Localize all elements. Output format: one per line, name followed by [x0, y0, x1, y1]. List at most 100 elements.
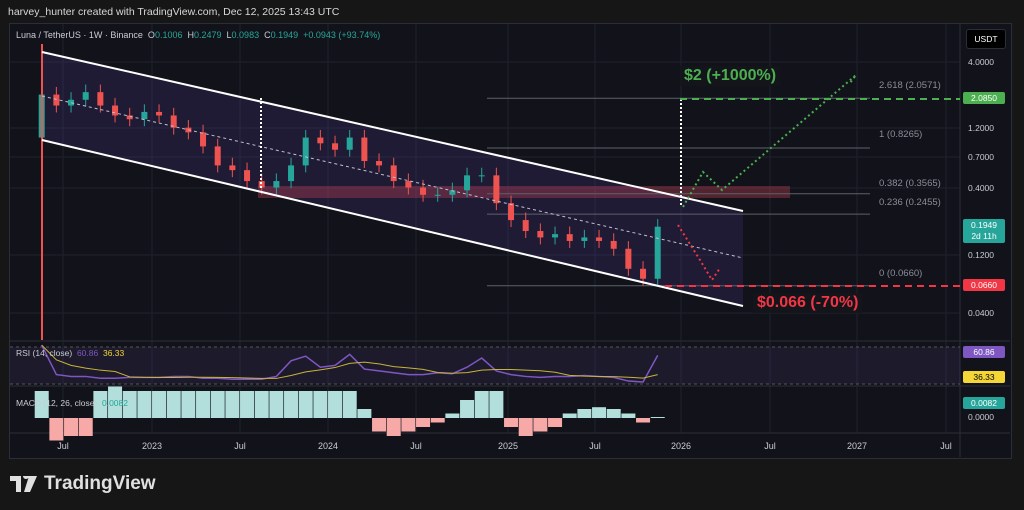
rsi-legend: RSI (14, close) 60.86 36.33	[16, 348, 124, 358]
y-tick: 4.0000	[968, 57, 994, 67]
macd-bar	[548, 418, 563, 427]
macd-bar	[430, 418, 445, 423]
macd-bar	[137, 391, 152, 418]
x-tick: 2027	[846, 441, 868, 451]
rsi-value: 60.86	[76, 348, 99, 358]
macd-bar	[34, 391, 49, 418]
macd-bar	[122, 391, 137, 418]
macd-bar	[181, 391, 196, 418]
macd-bar	[504, 418, 519, 427]
macd-bar	[64, 418, 79, 436]
candle-body	[537, 231, 544, 238]
candle-body	[288, 165, 295, 182]
low-value: 0.0983	[231, 30, 260, 40]
credit-line: harvey_hunter created with TradingView.c…	[8, 6, 340, 18]
candle-body	[434, 194, 441, 196]
macd-legend: MACD (12, 26, close) 0.0082	[16, 398, 128, 408]
channel-upper	[41, 51, 744, 212]
macd-bar	[49, 418, 64, 441]
macd-badge: 0.0082	[963, 397, 1005, 409]
macd-bar	[533, 418, 548, 432]
candle-body	[258, 181, 265, 188]
macd-bar	[108, 386, 123, 418]
macd-bar	[313, 391, 328, 418]
candle-body	[552, 234, 559, 238]
rsi-ma-badge: 36.33	[963, 371, 1005, 383]
candle-body	[302, 137, 309, 166]
fib-label: 0 (0.0660)	[879, 268, 923, 279]
fib-label: 0.382 (0.3565)	[879, 178, 941, 189]
candle-body	[200, 132, 207, 147]
candle-body	[97, 92, 104, 106]
candle-body	[156, 111, 163, 116]
macd-bar	[210, 391, 225, 418]
macd-bar	[636, 418, 651, 423]
macd-bar	[592, 407, 607, 418]
macd-bar	[460, 400, 475, 418]
candle-body	[126, 115, 133, 120]
macd-bar	[196, 391, 211, 418]
rsi-band	[10, 347, 960, 384]
candle-body	[317, 137, 324, 144]
target-price-badge: 2.0850	[963, 92, 1005, 104]
candle-body	[244, 170, 251, 182]
candle-body	[141, 111, 148, 120]
macd-bar	[152, 391, 167, 418]
candle-body	[420, 187, 427, 195]
macd-label[interactable]: MACD (12, 26, close)	[16, 398, 98, 408]
candle-body	[53, 94, 60, 106]
x-tick: Jul	[589, 441, 601, 451]
candle-body	[522, 220, 529, 232]
low-label: L	[226, 30, 232, 40]
macd-bar	[240, 391, 255, 418]
y-tick: 0.7000	[968, 152, 994, 162]
macd-bar	[621, 413, 636, 418]
rsi-badge: 60.86	[963, 346, 1005, 358]
channel-lower	[41, 139, 744, 307]
open-value: 0.1006	[154, 30, 183, 40]
x-tick: 2025	[497, 441, 519, 451]
macd-bar	[328, 391, 343, 418]
macd-bar	[562, 413, 577, 418]
candle-body	[405, 181, 412, 188]
y-tick: 0.1200	[968, 250, 994, 260]
macd-bar	[445, 413, 460, 418]
low-price-badge: 0.0660	[963, 279, 1005, 291]
candle-body	[82, 92, 89, 100]
macd-bar	[284, 391, 299, 418]
upside-target-label: $2 (+1000%)	[680, 66, 781, 86]
macd-zero-tick: 0.0000	[968, 412, 994, 422]
candle-body	[478, 175, 485, 177]
candle-body	[640, 268, 647, 279]
candle-body	[596, 237, 603, 241]
last-price: 0.1949	[971, 220, 997, 230]
high-value: 0.2479	[193, 30, 222, 40]
symbol-title[interactable]: Luna / TetherUS · 1W · Binance	[16, 30, 143, 40]
x-tick: Jul	[410, 441, 422, 451]
macd-bar	[372, 418, 387, 432]
bearish-projection	[677, 224, 721, 282]
macd-bar	[577, 409, 592, 418]
rsi-label[interactable]: RSI (14, close)	[16, 348, 73, 358]
currency-button[interactable]: USDT	[966, 29, 1006, 49]
macd-bar	[298, 391, 313, 418]
candle-body	[332, 143, 339, 150]
candle-body	[68, 99, 75, 106]
open-label: O	[147, 30, 155, 40]
candle-body	[581, 237, 588, 241]
x-tick: 2026	[670, 441, 692, 451]
candle-body	[214, 146, 221, 166]
tradingview-logo: TradingView	[10, 473, 156, 495]
tradingview-logo-icon	[10, 476, 37, 492]
bar-countdown: 2d 11h	[971, 231, 997, 241]
macd-bar	[225, 391, 240, 418]
macd-bar	[606, 409, 621, 418]
candle-body	[449, 190, 456, 195]
rsi-ma-line	[41, 344, 658, 379]
x-tick: 2023	[141, 441, 163, 451]
symbol-legend: Luna / TetherUS · 1W · Binance O0.1006 H…	[16, 30, 380, 40]
macd-bar	[489, 391, 504, 418]
candle-body	[112, 105, 119, 116]
macd-bar	[386, 418, 401, 436]
